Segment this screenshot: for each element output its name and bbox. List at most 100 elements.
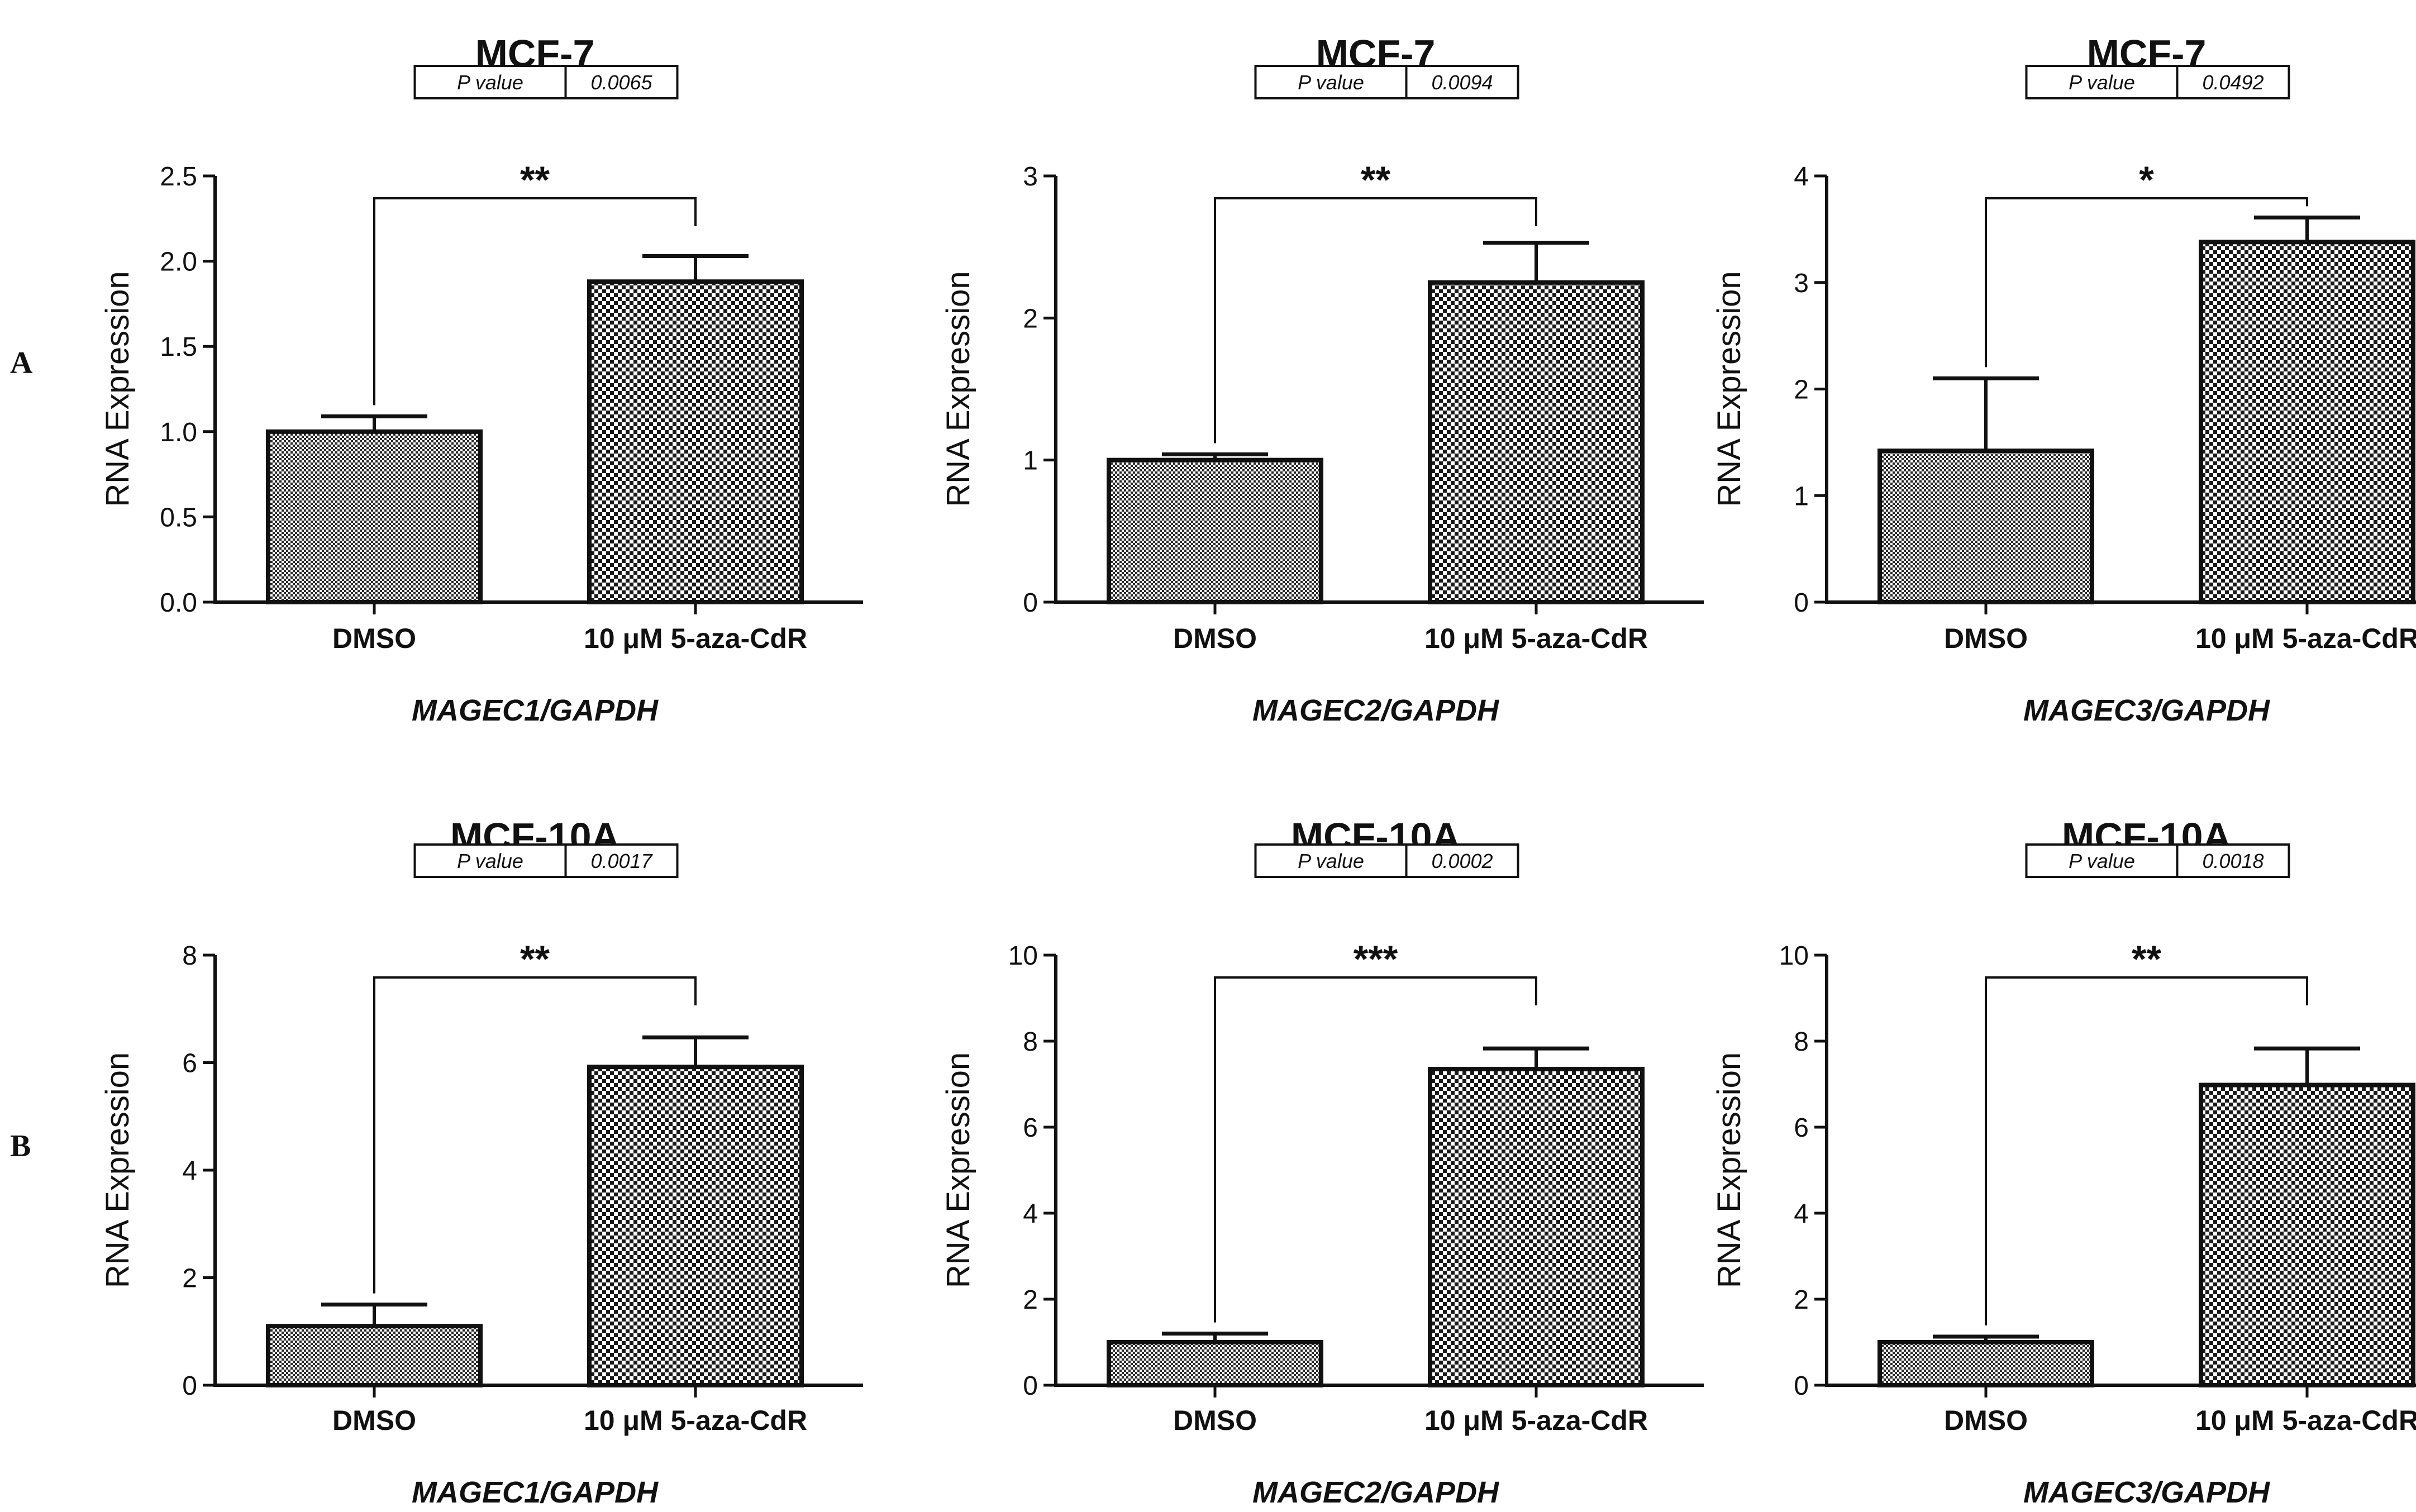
category-label: DMSO — [1944, 623, 2028, 654]
significance-label: ** — [2132, 938, 2161, 980]
category-label: DMSO — [1944, 1405, 2028, 1436]
y-tick-label: 6 — [1794, 1113, 1809, 1143]
significance-bracket — [1985, 976, 2308, 1325]
significance-label: ** — [1361, 159, 1390, 201]
y-tick-label: 1.5 — [160, 332, 197, 362]
chart-1: MCF-7P value 0.00650.00.51.01.52.02.5RNA … — [99, 32, 863, 727]
y-tick-label: 4 — [182, 1156, 197, 1186]
y-tick-label: 4 — [1794, 1199, 1809, 1229]
bar-dmso — [1107, 457, 1323, 605]
bar-dmso — [1877, 1340, 2094, 1387]
y-tick-label: 3 — [1023, 162, 1038, 192]
bar-treatment — [587, 279, 804, 604]
y-tick-label: 6 — [1023, 1113, 1038, 1143]
y-tick-label: 2 — [1023, 304, 1038, 333]
pvalue-label: P value — [2069, 71, 2135, 94]
bar-treatment — [2199, 240, 2415, 604]
bar-treatment — [1428, 1067, 1645, 1388]
y-tick-label: 2.0 — [160, 247, 197, 277]
bar-treatment — [1428, 280, 1645, 604]
y-tick-label: 0.5 — [160, 503, 197, 532]
y-tick-label: 0 — [1794, 1371, 1809, 1401]
significance-bracket — [1985, 197, 2308, 368]
category-label: DMSO — [332, 623, 416, 654]
bar-dmso — [266, 1324, 483, 1387]
x-axis-label: MAGEC2/GAPDH — [1252, 1476, 1499, 1509]
category-label: DMSO — [332, 1405, 416, 1436]
x-axis-label: MAGEC2/GAPDH — [1252, 694, 1499, 727]
significance-bracket — [373, 976, 697, 1294]
y-tick-label: 8 — [182, 941, 197, 971]
category-label: DMSO — [1173, 1405, 1257, 1436]
panel-letter-b: B — [10, 1129, 31, 1163]
pvalue-label: P value — [1298, 850, 1364, 872]
bar-treatment — [2199, 1082, 2415, 1388]
pvalue-box — [413, 843, 679, 878]
pvalue-label: P value — [457, 850, 523, 872]
panel-letter-a: A — [10, 346, 33, 380]
pvalue-box — [1254, 843, 1519, 878]
significance-label: ** — [520, 938, 550, 980]
pvalue-box — [2025, 65, 2290, 99]
pvalue-value: 0.0018 — [2202, 850, 2263, 872]
pvalue-label: P value — [457, 71, 523, 94]
significance-label: ** — [520, 159, 550, 201]
y-tick-label: 2 — [182, 1264, 197, 1294]
significance-bracket — [373, 197, 697, 406]
y-tick-label: 0 — [1794, 588, 1809, 618]
pvalue-value: 0.0492 — [2202, 71, 2263, 94]
y-tick-label: 4 — [1023, 1199, 1038, 1229]
y-tick-label: 10 — [1779, 941, 1809, 971]
category-label: 10 μM 5-aza-CdR — [1424, 1405, 1648, 1436]
y-axis-label: RNA Expression — [1711, 1052, 1747, 1288]
x-axis-label: MAGEC3/GAPDH — [2023, 694, 2270, 727]
y-tick-label: 0 — [1023, 588, 1038, 618]
y-tick-label: 6 — [182, 1049, 197, 1079]
pvalue-box — [1254, 65, 1519, 99]
y-axis-label: RNA Expression — [99, 271, 136, 507]
y-tick-label: 1 — [1023, 446, 1038, 476]
significance-bracket — [1214, 976, 1537, 1323]
y-tick-label: 0 — [182, 1371, 197, 1401]
category-label: 10 μM 5-aza-CdR — [2195, 1405, 2416, 1436]
y-axis-label: RNA Expression — [1711, 271, 1747, 507]
y-tick-label: 10 — [1008, 941, 1038, 971]
y-axis-label: RNA Expression — [99, 1052, 136, 1288]
x-axis-label: MAGEC3/GAPDH — [2023, 1476, 2270, 1509]
pvalue-value: 0.0002 — [1431, 850, 1493, 872]
y-tick-label: 1 — [1794, 481, 1809, 511]
bar-dmso — [1877, 449, 2094, 604]
category-label: 10 μM 5-aza-CdR — [584, 1405, 807, 1436]
significance-bracket — [1214, 197, 1537, 443]
bar-dmso — [266, 429, 483, 604]
category-label: 10 μM 5-aza-CdR — [1424, 623, 1648, 654]
pvalue-box — [2025, 843, 2290, 878]
y-axis-label: RNA Expression — [940, 271, 976, 507]
pvalue-value: 0.0017 — [590, 850, 653, 872]
y-tick-label: 8 — [1023, 1027, 1038, 1057]
pvalue-box — [413, 65, 679, 99]
y-tick-label: 2.5 — [160, 162, 197, 192]
y-tick-label: 0 — [1023, 1371, 1038, 1401]
y-tick-label: 1.0 — [160, 418, 197, 447]
bar-treatment — [587, 1065, 804, 1387]
y-tick-label: 3 — [1794, 269, 1809, 298]
y-tick-label: 4 — [1794, 162, 1809, 192]
x-axis-label: MAGEC1/GAPDH — [412, 694, 659, 727]
category-label: 10 μM 5-aza-CdR — [2195, 623, 2416, 654]
category-label: 10 μM 5-aza-CdR — [584, 623, 807, 654]
y-tick-label: 2 — [1794, 1285, 1809, 1315]
significance-label: *** — [1354, 938, 1398, 980]
bar-dmso — [1107, 1340, 1323, 1387]
pvalue-label: P value — [1298, 71, 1364, 94]
y-tick-label: 2 — [1794, 375, 1809, 405]
pvalue-value: 0.0094 — [1431, 71, 1493, 94]
y-tick-label: 2 — [1023, 1285, 1038, 1315]
y-axis-label: RNA Expression — [940, 1052, 976, 1288]
significance-label: * — [2139, 159, 2154, 201]
